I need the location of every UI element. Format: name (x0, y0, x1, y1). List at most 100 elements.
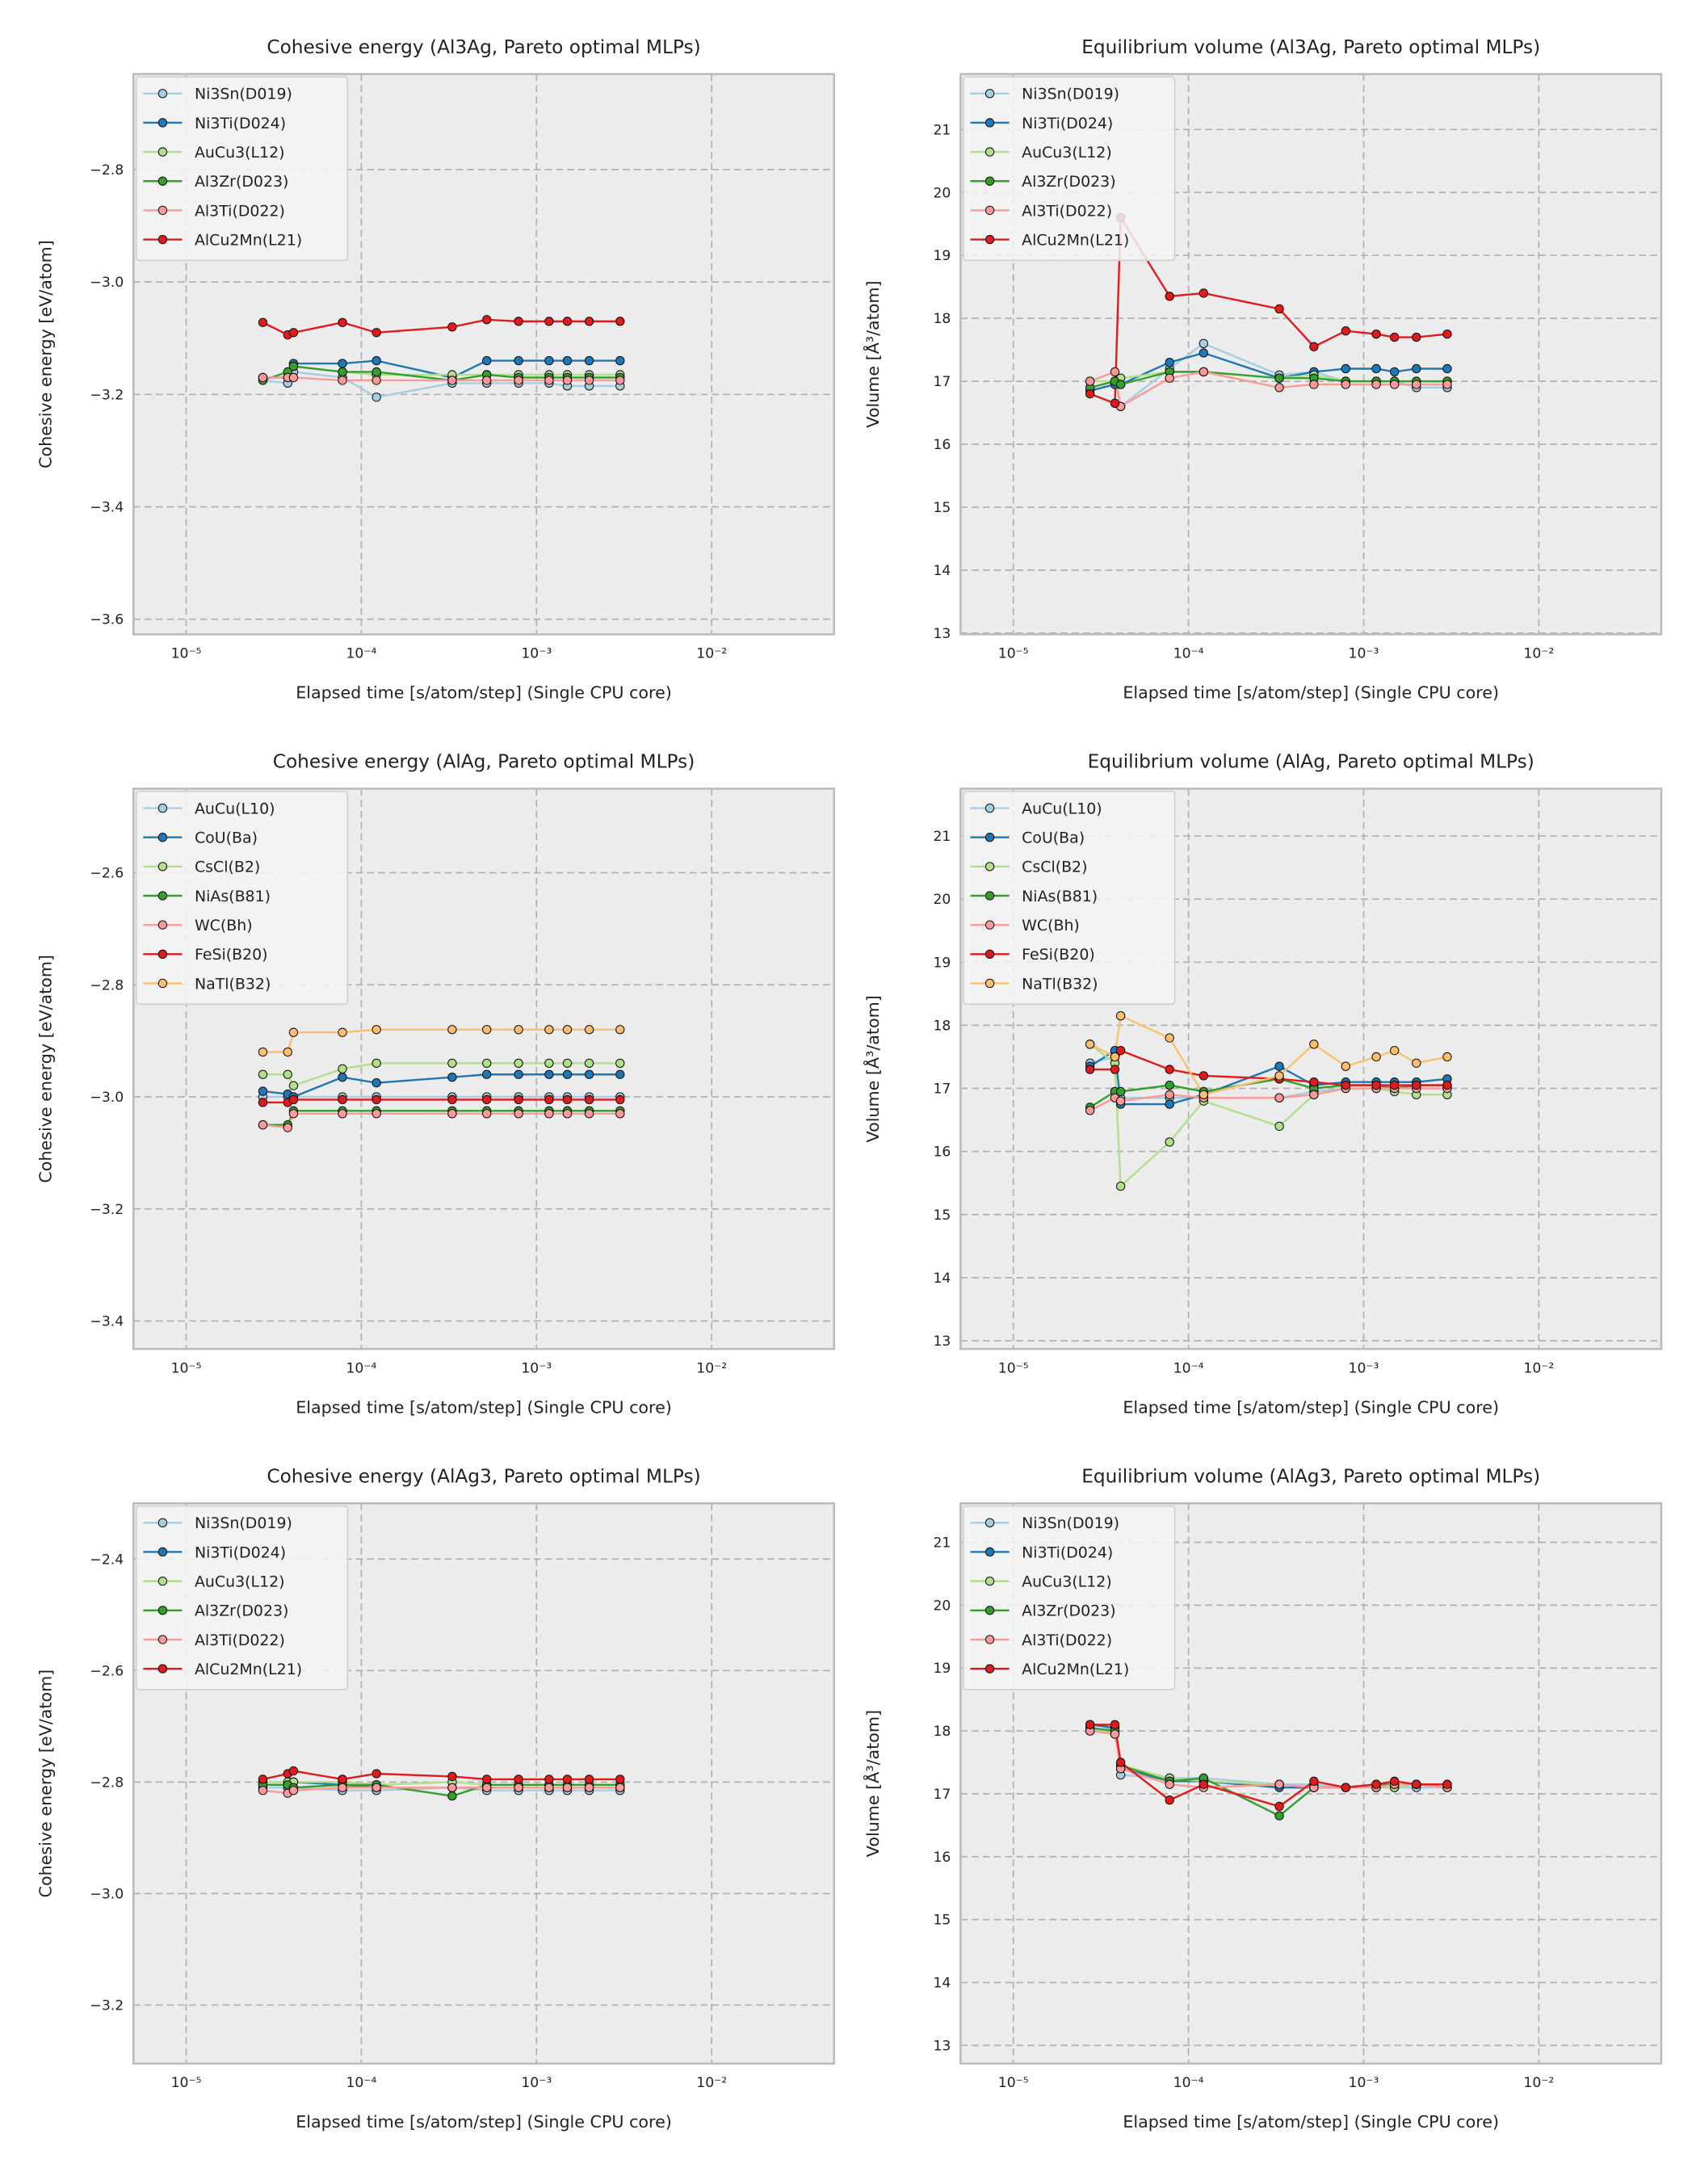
data-point (338, 1027, 347, 1037)
legend-marker (157, 176, 168, 186)
data-point (447, 322, 457, 332)
data-point (1274, 373, 1284, 383)
data-point (544, 1058, 554, 1069)
data-point (338, 1064, 347, 1073)
data-point (544, 1025, 554, 1035)
legend-label: Ni3Ti(D024) (1022, 1544, 1113, 1561)
data-point (584, 1025, 594, 1035)
x-tick-label: 10⁻² (1523, 646, 1554, 662)
data-point (1412, 1779, 1421, 1789)
data-point (1165, 292, 1174, 301)
data-point (1309, 342, 1319, 351)
chart-title: Equilibrium volume (AlAg, Pareto optimal… (1088, 751, 1534, 773)
y-tick-label: 19 (933, 955, 951, 971)
y-axis-label: Cohesive energy [eV/atom] (36, 240, 56, 468)
y-tick-label: 15 (933, 1208, 951, 1224)
legend-marker (984, 1664, 995, 1674)
data-point (615, 317, 625, 326)
legend-marker (157, 803, 168, 813)
legend-marker (157, 833, 168, 842)
legend-label: Ni3Ti(D024) (195, 115, 286, 132)
data-point (1309, 1077, 1319, 1087)
data-point (1274, 304, 1284, 314)
data-point (1442, 1080, 1452, 1090)
data-point (1371, 363, 1381, 374)
data-point (1341, 1783, 1350, 1792)
data-point (1110, 1052, 1120, 1062)
data-point (1165, 1080, 1174, 1090)
legend-marker (157, 1547, 168, 1557)
data-point (372, 1769, 381, 1779)
legend-label: AuCu3(L12) (195, 144, 285, 162)
legend-label: Al3Zr(D023) (1022, 173, 1115, 191)
data-point (584, 1109, 594, 1119)
data-point (372, 1094, 381, 1105)
data-point (514, 1025, 523, 1035)
legend-marker (984, 1606, 995, 1615)
x-axis-label: Elapsed time [s/atom/step] (Single CPU c… (1123, 1397, 1499, 1417)
data-point (1115, 1045, 1126, 1056)
data-point (1199, 348, 1209, 358)
data-point (288, 1786, 299, 1796)
data-point (1085, 1106, 1095, 1115)
x-tick-label: 10⁻³ (1349, 1360, 1379, 1376)
data-point (1341, 1061, 1350, 1071)
x-tick-label: 10⁻² (1523, 2075, 1554, 2091)
legend-label: NaTl(B32) (195, 975, 271, 993)
y-tick-label: −2.8 (90, 162, 124, 178)
legend-label: CoU(Ba) (1022, 830, 1085, 847)
y-tick-label: 20 (933, 892, 951, 908)
data-point (288, 1027, 299, 1037)
data-point (544, 355, 554, 366)
data-point (1274, 1093, 1284, 1102)
legend-marker (984, 862, 995, 872)
data-point (258, 1069, 268, 1079)
data-point (1412, 363, 1421, 374)
legend-label: Ni3Sn(D019) (195, 86, 292, 103)
data-point (447, 1783, 457, 1792)
legend-label: WC(Bh) (195, 917, 253, 934)
data-point (372, 328, 381, 338)
data-point (1274, 1801, 1284, 1812)
legend-marker (157, 89, 168, 99)
y-axis-label: Cohesive energy [eV/atom] (36, 1670, 56, 1898)
legend-label: Ni3Sn(D019) (1022, 1514, 1119, 1532)
data-point (615, 1069, 625, 1079)
data-point (482, 1069, 492, 1079)
legend-marker (157, 1635, 168, 1644)
legend-marker (984, 978, 995, 989)
data-point (372, 1109, 381, 1119)
legend-marker (984, 1576, 995, 1586)
legend-marker (157, 147, 168, 157)
data-point (1309, 1040, 1319, 1049)
data-point (447, 1058, 457, 1069)
legend-marker (984, 118, 995, 128)
data-point (1274, 383, 1284, 393)
data-point (1412, 380, 1421, 389)
chart-title: Cohesive energy (AlAg, Pareto optimal ML… (273, 751, 695, 773)
chart-title: Equilibrium volume (Al3Ag, Pareto optima… (1081, 36, 1540, 58)
data-point (1274, 1779, 1284, 1789)
data-point (338, 376, 347, 385)
x-tick-label: 10⁻⁴ (1173, 2075, 1204, 2091)
legend-label: AuCu3(L12) (1022, 144, 1112, 162)
data-point (447, 1791, 457, 1801)
data-point (615, 355, 625, 366)
y-tick-label: 16 (933, 1850, 951, 1866)
data-point (1274, 1061, 1284, 1071)
data-point (1341, 380, 1350, 389)
y-tick-label: −2.6 (90, 866, 124, 882)
y-tick-label: 21 (933, 122, 951, 138)
legend-marker (984, 1635, 995, 1644)
x-axis-label: Elapsed time [s/atom/step] (Single CPU c… (296, 2112, 672, 2132)
legend-marker (157, 949, 168, 959)
data-point (544, 1109, 554, 1119)
data-point (544, 1094, 554, 1105)
legend-marker (984, 833, 995, 842)
legend-label: NiAs(B81) (1022, 888, 1098, 905)
data-point (1085, 1720, 1095, 1729)
data-point (258, 317, 268, 327)
legend-label: Al3Zr(D023) (195, 1602, 288, 1620)
data-point (562, 1109, 573, 1119)
data-point (482, 355, 492, 366)
